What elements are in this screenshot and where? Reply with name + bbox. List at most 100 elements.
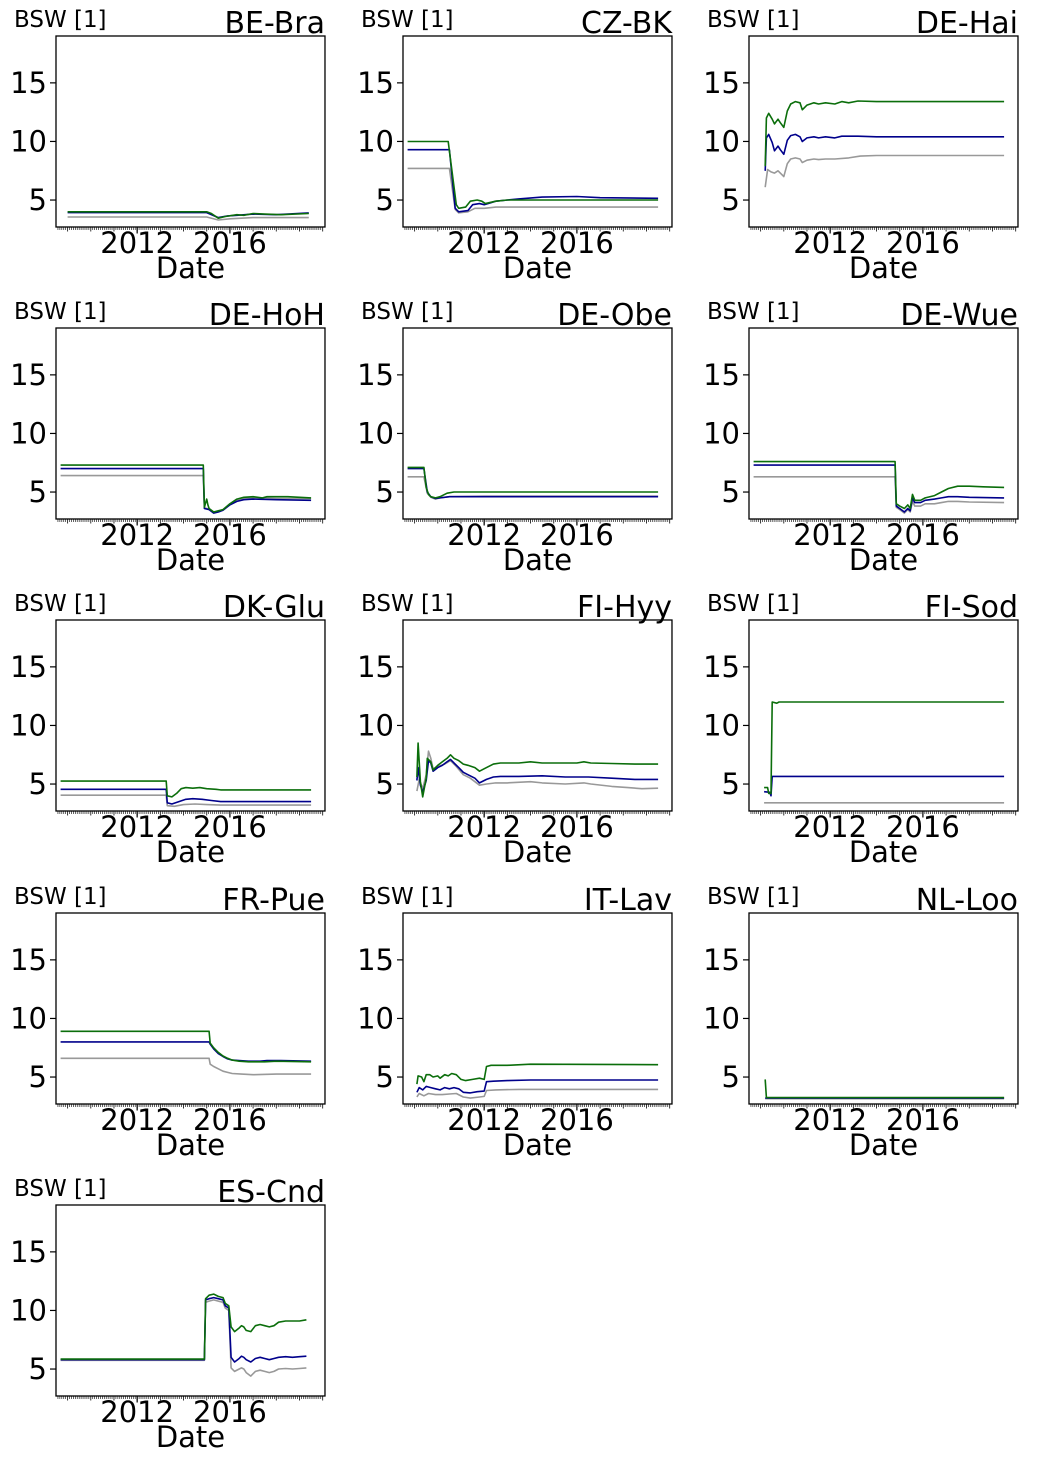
series-gray-line [407, 476, 658, 501]
x-tick-label: 2012 [447, 226, 521, 260]
series-green-line [60, 1293, 307, 1360]
y-tick-label: 10 [10, 1001, 47, 1035]
x-tick-label: 2016 [193, 1103, 267, 1137]
x-axis-label: Date [503, 835, 572, 869]
x-axis-label: Date [156, 1128, 225, 1162]
series-green-line [415, 1062, 658, 1084]
subplot-title: BE-Bra [224, 6, 325, 41]
y-axis-unit-label: BSW [1] [14, 299, 107, 325]
y-tick-label: 15 [10, 942, 47, 976]
plot-area-border [748, 911, 1019, 1105]
subplot-de-wue: BSW [1] DE-Wue 2012 2016 5 10 15 Date [693, 292, 1040, 584]
subplot-canvas: BSW [1] FR-Pue 2012 2016 5 10 15 Date [10, 883, 326, 1162]
series-gray-line [764, 154, 1005, 188]
series-green-line [407, 466, 658, 499]
subplot-title: DE-Wue [901, 298, 1019, 333]
plot-area-border [748, 35, 1019, 228]
subplot-title: CZ-BK [581, 6, 673, 41]
y-tick-label: 5 [29, 475, 47, 509]
series-gray-line [60, 794, 312, 808]
x-axis-label: Date [156, 835, 225, 869]
x-axis-label: Date [503, 251, 572, 285]
y-tick-label: 15 [703, 66, 740, 100]
subplot-canvas: BSW [1] FI-Sod 2012 2016 5 10 15 Date [703, 590, 1019, 869]
x-tick-label: 2016 [540, 1103, 614, 1137]
y-tick-label: 15 [10, 66, 47, 100]
series-green-line [764, 1078, 1005, 1098]
x-tick-label: 2012 [794, 1103, 868, 1137]
subplot-fi-sod: BSW [1] FI-Sod 2012 2016 5 10 15 Date [693, 584, 1040, 876]
series-gray-line [60, 1057, 312, 1076]
y-tick-label: 5 [375, 183, 393, 217]
series-gray-line [407, 167, 658, 214]
subplot-title: FI-Hyy [577, 590, 672, 625]
x-tick-label: 2012 [794, 518, 868, 552]
subplot-canvas: BSW [1] ES-Cnd 2012 2016 5 10 15 Date [10, 1175, 326, 1454]
plot-area-border [402, 911, 673, 1105]
subplot-title: NL-Loo [916, 883, 1018, 918]
series-green-line [753, 460, 1005, 510]
subplot-dk-glu: BSW [1] DK-Glu 2012 2016 5 10 15 Date [0, 584, 347, 876]
y-tick-label: 10 [703, 417, 740, 451]
y-tick-label: 10 [703, 124, 740, 158]
x-tick-label: 2016 [193, 518, 267, 552]
y-tick-label: 10 [10, 124, 47, 158]
x-tick-label: 2016 [540, 226, 614, 260]
y-tick-label: 5 [375, 475, 393, 509]
x-axis-label: Date [849, 835, 918, 869]
subplot-title: DK-Glu [223, 590, 325, 625]
subplot-canvas: BSW [1] DE-HoH 2012 2016 5 10 15 Date [10, 298, 326, 577]
y-tick-label: 5 [29, 183, 47, 217]
y-axis-unit-label: BSW [1] [14, 884, 107, 910]
y-tick-label: 5 [722, 1060, 740, 1094]
y-tick-label: 15 [10, 1235, 47, 1269]
y-tick-label: 5 [29, 767, 47, 801]
y-axis-unit-label: BSW [1] [361, 7, 454, 33]
subplot-de-obe: BSW [1] DE-Obe 2012 2016 5 10 15 Date [347, 292, 694, 584]
x-axis-label: Date [503, 1128, 572, 1162]
plot-area-border [55, 1204, 326, 1397]
subplot-canvas: BSW [1] IT-Lav 2012 2016 5 10 15 Date [357, 883, 673, 1162]
series-green-line [415, 742, 658, 799]
subplot-fi-hyy: BSW [1] FI-Hyy 2012 2016 5 10 15 Date [347, 584, 694, 876]
subplot-title: FI-Sod [925, 590, 1018, 625]
subplot-canvas: BSW [1] NL-Loo 2012 2016 5 10 15 Date [703, 883, 1019, 1162]
subplot-title: ES-Cnd [217, 1175, 325, 1210]
plot-area-border [402, 327, 673, 520]
series-green-line [60, 1030, 312, 1063]
subplot-canvas: BSW [1] DE-Hai 2012 2016 5 10 15 Date [703, 6, 1019, 285]
y-tick-label: 10 [10, 1293, 47, 1327]
subplot-title: DE-Hai [916, 6, 1018, 41]
x-tick-label: 2016 [886, 1103, 960, 1137]
y-axis-unit-label: BSW [1] [361, 884, 454, 910]
y-axis-unit-label: BSW [1] [361, 591, 454, 617]
y-tick-label: 15 [703, 942, 740, 976]
y-tick-label: 15 [357, 358, 394, 392]
plot-area-border [55, 35, 326, 228]
y-axis-unit-label: BSW [1] [14, 591, 107, 617]
series-blue-line [407, 148, 658, 213]
plot-area-border [402, 619, 673, 813]
subplot-title: FR-Pue [222, 883, 325, 918]
x-tick-label: 2012 [100, 1103, 174, 1137]
y-tick-label: 10 [357, 124, 394, 158]
subplot-it-lav: BSW [1] IT-Lav 2012 2016 5 10 15 Date [347, 877, 694, 1169]
x-tick-label: 2016 [540, 810, 614, 844]
y-tick-label: 10 [357, 1001, 394, 1035]
y-tick-label: 5 [375, 767, 393, 801]
series-blue-line [60, 788, 312, 806]
subplot-canvas: BSW [1] FI-Hyy 2012 2016 5 10 15 Date [357, 590, 673, 869]
series-blue-line [764, 133, 1005, 171]
y-tick-label: 10 [10, 709, 47, 743]
series-green-line [60, 780, 312, 799]
x-tick-label: 2016 [886, 518, 960, 552]
y-tick-label: 10 [703, 709, 740, 743]
series-gray-line [415, 1088, 658, 1099]
series-green-line [407, 140, 658, 210]
y-axis-unit-label: BSW [1] [707, 884, 800, 910]
subplot-de-hai: BSW [1] DE-Hai 2012 2016 5 10 15 Date [693, 0, 1040, 292]
y-tick-label: 15 [357, 650, 394, 684]
y-tick-label: 5 [375, 1060, 393, 1094]
x-tick-label: 2012 [794, 810, 868, 844]
